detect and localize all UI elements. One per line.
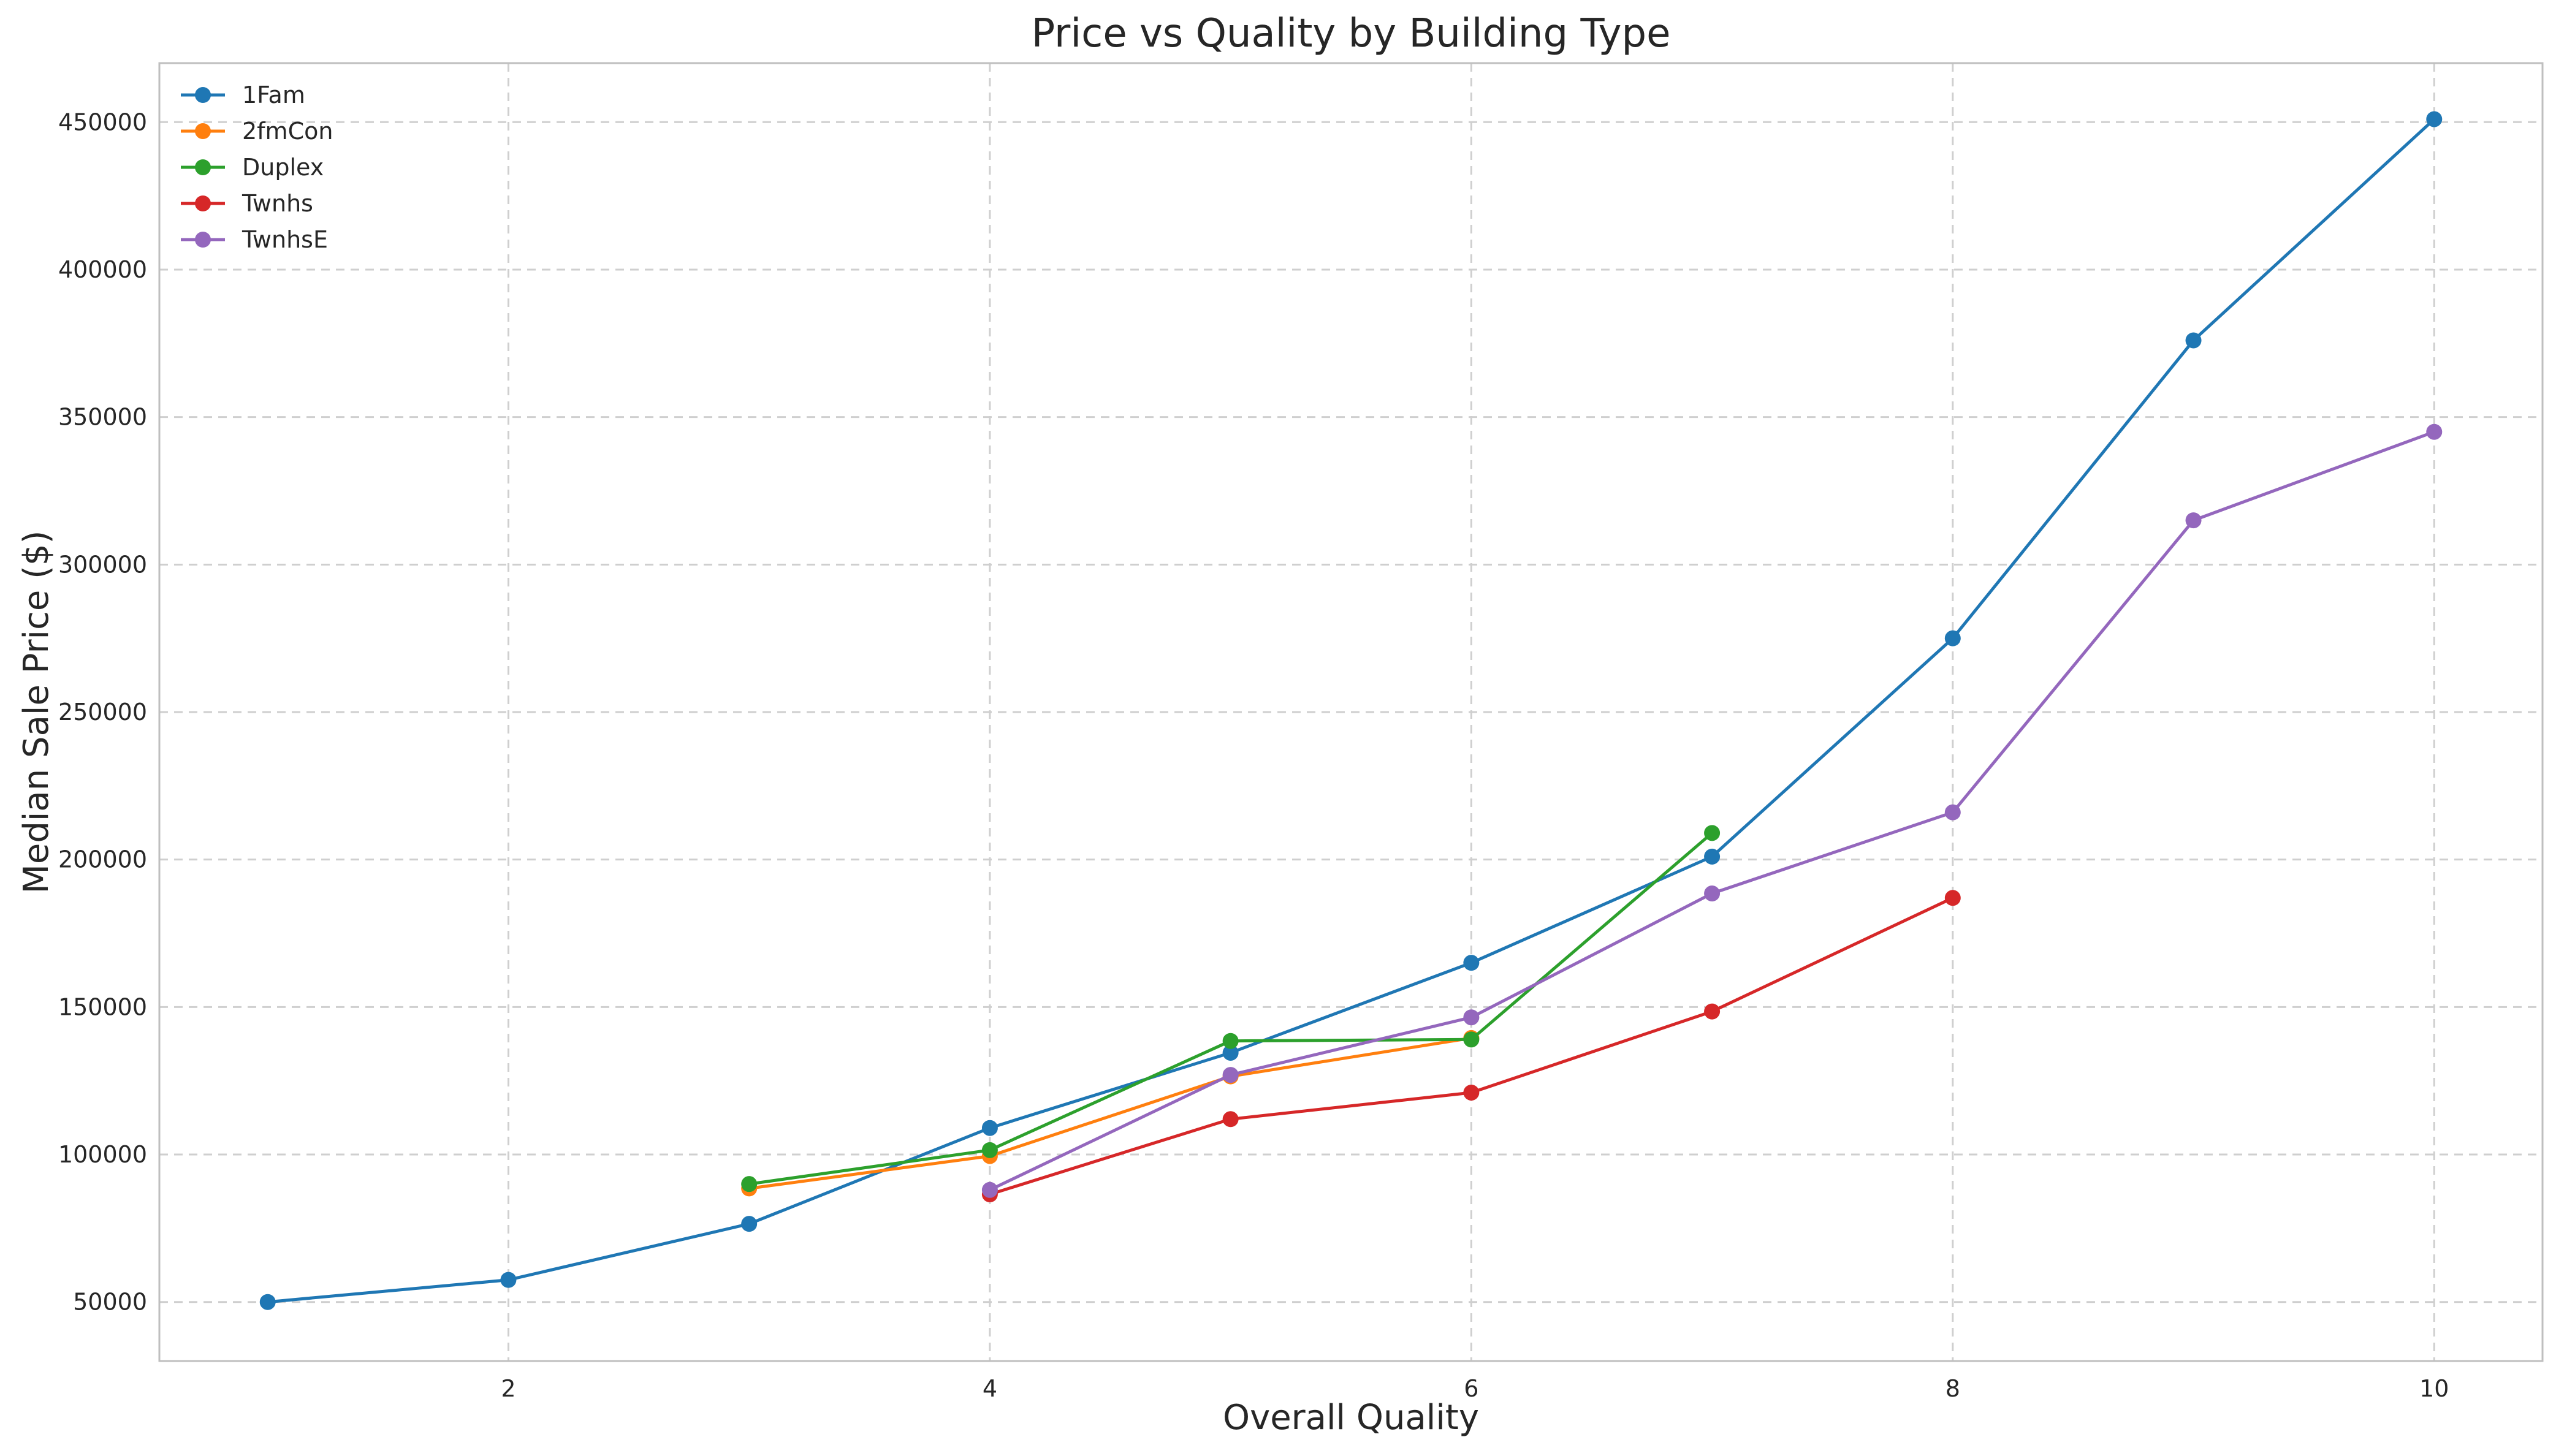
legend: 1Fam 2fmCon Duplex Twnhs TwnhsE <box>181 82 333 253</box>
data-point <box>981 1181 998 1198</box>
y-tick-label: 100000 <box>58 1141 147 1168</box>
data-point <box>259 1294 276 1310</box>
y-tick-label: 350000 <box>58 404 147 431</box>
y-axis-title: Median Sale Price ($) <box>17 531 56 894</box>
series-twnhse <box>981 423 2443 1198</box>
data-point <box>2185 512 2202 529</box>
data-point <box>500 1272 517 1288</box>
data-point <box>1222 1044 1239 1061</box>
data-point <box>981 1120 998 1136</box>
data-point <box>1704 848 1721 865</box>
legend-label: 1Fam <box>242 82 305 108</box>
data-point <box>981 1142 998 1158</box>
legend-item: Twnhs <box>181 190 313 217</box>
series-line <box>748 832 1713 1186</box>
series-line <box>748 1036 1472 1190</box>
legend-label: Duplex <box>242 154 324 181</box>
data-point <box>1944 890 1961 906</box>
y-tick-label: 200000 <box>58 846 147 873</box>
y-tick-label: 300000 <box>58 551 147 578</box>
series-line <box>989 430 2435 1192</box>
series <box>259 111 2443 1310</box>
y-tick-label: 250000 <box>58 699 147 726</box>
legend-swatch-marker <box>195 87 211 103</box>
legend-item: TwnhsE <box>181 226 328 253</box>
data-point <box>1222 1033 1239 1049</box>
grid <box>159 63 2543 1361</box>
y-tick-label: 400000 <box>58 256 147 283</box>
data-point <box>1704 885 1721 902</box>
data-point <box>1222 1111 1239 1128</box>
legend-swatch-marker <box>195 195 211 211</box>
legend-item: 2fmCon <box>181 118 333 145</box>
legend-label: TwnhsE <box>242 226 328 253</box>
data-point <box>1222 1067 1239 1083</box>
legend-item: 1Fam <box>181 82 305 108</box>
y-tick-label: 150000 <box>58 993 147 1020</box>
x-tick-label: 8 <box>1946 1375 1960 1402</box>
chart-title: Price vs Quality by Building Type <box>1032 11 1671 56</box>
data-point <box>1463 1009 1480 1026</box>
data-point <box>2185 332 2202 349</box>
data-point <box>1704 1003 1721 1020</box>
data-point <box>1944 804 1961 821</box>
legend-swatch-marker <box>195 123 211 139</box>
x-axis-title: Overall Quality <box>1223 1398 1479 1438</box>
series-duplex <box>741 825 1721 1192</box>
data-point <box>1944 630 1961 646</box>
legend-item: Duplex <box>181 154 324 181</box>
data-point <box>741 1176 758 1192</box>
data-point <box>1463 1084 1480 1101</box>
series-line <box>267 118 2435 1304</box>
y-tick-label: 50000 <box>73 1289 147 1316</box>
plot-frame <box>158 62 2544 1362</box>
data-point <box>1463 1031 1480 1048</box>
data-point <box>1463 955 1480 971</box>
x-tick-label: 6 <box>1464 1375 1478 1402</box>
legend-label: 2fmCon <box>242 118 333 145</box>
x-tick-label: 2 <box>501 1375 515 1402</box>
y-tick-label: 450000 <box>58 108 147 135</box>
x-tick-label: 10 <box>2419 1375 2449 1402</box>
series-1fam <box>259 111 2443 1310</box>
data-point <box>2426 423 2443 440</box>
legend-swatch-marker <box>195 159 211 175</box>
data-point <box>2426 111 2443 127</box>
x-tick-label: 4 <box>983 1375 997 1402</box>
legend-swatch-marker <box>195 232 211 248</box>
legend-label: Twnhs <box>242 190 313 217</box>
data-point <box>1704 825 1721 841</box>
series-2fmcon <box>741 1029 1480 1197</box>
tick-labels: 2 4 6 8 10 50000 100000 150000 200000 250000 30000… <box>58 108 2449 1402</box>
data-point <box>741 1216 758 1232</box>
